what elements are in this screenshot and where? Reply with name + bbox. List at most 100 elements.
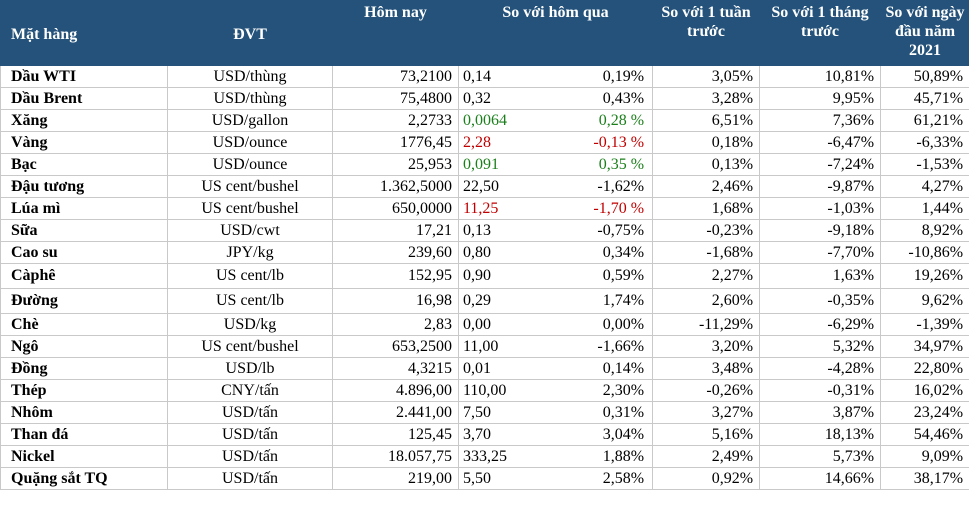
cell-change-pct: 0,35 % [551,153,654,176]
header-item: Mặt hàng [0,0,168,66]
cell-ytd: 61,21% [880,109,969,132]
cell-change: 11,00 [458,335,552,358]
cell-change: 22,50 [458,175,552,198]
cell-item: Than đá [0,423,168,446]
cell-month: 5,32% [759,335,882,358]
cell-item: Sữa [0,219,168,242]
cell-ytd: -6,33% [880,131,969,154]
cell-item: Cao su [0,241,168,264]
cell-ytd: 54,46% [880,423,969,446]
cell-week: 6,51% [652,109,761,132]
cell-unit: US cent/lb [167,288,333,314]
cell-item: Càphê [0,263,168,289]
cell-ytd: 45,71% [880,87,969,110]
cell-change-pct: 1,74% [551,288,654,314]
cell-unit: USD/ounce [167,131,333,154]
cell-change-pct: 0,43% [551,87,654,110]
cell-item: Vàng [0,131,168,154]
cell-change: 0,00 [458,313,552,336]
cell-month: -6,29% [759,313,882,336]
cell-ytd: 9,62% [880,288,969,314]
cell-change: 11,25 [458,197,552,220]
cell-ytd: -10,86% [880,241,969,264]
table-row: Đường US cent/lb 16,98 0,29 1,74% 2,60% -0,35%… [0,288,969,314]
cell-change-pct: 0,31% [551,401,654,424]
cell-ytd: 50,89% [880,65,969,88]
cell-unit: USD/thùng [167,65,333,88]
cell-week: 3,05% [652,65,761,88]
cell-today: 653,2500 [332,335,459,358]
cell-today: 75,4800 [332,87,459,110]
table-row: Nickel USD/tấn 18.057,75 333,25 1,88% 2,49% 5,… [0,445,969,468]
cell-today: 1776,45 [332,131,459,154]
table-row: Dầu WTI USD/thùng 73,2100 0,14 0,19% 3,05% 10,… [0,65,969,88]
table-row: Lúa mì US cent/bushel 650,0000 11,25 -1,70 %… [0,197,969,220]
cell-unit: USD/tấn [167,423,333,446]
table-row: Vàng USD/ounce 1776,45 2,28 -0,13 % 0,18% -6,4… [0,131,969,154]
table-row: Đậu tương US cent/bushel 1.362,5000 22,50 -1… [0,175,969,198]
cell-item: Bạc [0,153,168,176]
cell-ytd: 4,27% [880,175,969,198]
cell-week: -0,26% [652,379,761,402]
cell-item: Chè [0,313,168,336]
table-row: Đồng USD/lb 4,3215 0,01 0,14% 3,48% -4,28% 22,8… [0,357,969,380]
cell-change-pct: 0,00% [551,313,654,336]
cell-unit: USD/kg [167,313,333,336]
cell-today: 17,21 [332,219,459,242]
cell-month: -7,70% [759,241,882,264]
header-vs-year-start: So với ngày đầu năm 2021 [880,0,969,66]
table-row: Quặng sắt TQ USD/tấn 219,00 5,50 2,58% 0,92% 1… [0,467,969,490]
cell-change: 0,80 [458,241,552,264]
table-row: Sữa USD/cwt 17,21 0,13 -0,75% -0,23% -9,18% 8,9… [0,219,969,242]
table-row: Bạc USD/ounce 25,953 0,091 0,35 % 0,13% -7,24%… [0,153,969,176]
cell-unit: USD/tấn [167,467,333,490]
cell-month: 14,66% [759,467,882,490]
cell-month: 3,87% [759,401,882,424]
cell-week: 0,18% [652,131,761,154]
cell-ytd: -1,39% [880,313,969,336]
cell-ytd: 22,80% [880,357,969,380]
cell-today: 4.896,00 [332,379,459,402]
cell-today: 73,2100 [332,65,459,88]
cell-item: Lúa mì [0,197,168,220]
cell-item: Dầu Brent [0,87,168,110]
cell-ytd: 16,02% [880,379,969,402]
cell-month: -0,31% [759,379,882,402]
cell-change: 0,13 [458,219,552,242]
cell-ytd: 9,09% [880,445,969,468]
cell-change-pct: 0,59% [551,263,654,289]
cell-change: 0,091 [458,153,552,176]
cell-change: 0,01 [458,357,552,380]
cell-today: 239,60 [332,241,459,264]
cell-month: 18,13% [759,423,882,446]
cell-change-pct: 0,14% [551,357,654,380]
cell-change-pct: 1,88% [551,445,654,468]
cell-change-pct: -0,13 % [551,131,654,154]
table-row: Cao su JPY/kg 239,60 0,80 0,34% -1,68% -7,70% -… [0,241,969,264]
cell-item: Nhôm [0,401,168,424]
cell-month: -9,18% [759,219,882,242]
cell-ytd: 34,97% [880,335,969,358]
table-body: Dầu WTI USD/thùng 73,2100 0,14 0,19% 3,05% 10,… [0,65,969,490]
table-row: Ngô US cent/bushel 653,2500 11,00 -1,66% 3,20… [0,335,969,358]
cell-item: Đồng [0,357,168,380]
table-row: Than đá USD/tấn 125,45 3,70 3,04% 5,16% 18,13%… [0,423,969,446]
cell-item: Ngô [0,335,168,358]
cell-change: 0,14 [458,65,552,88]
cell-change: 5,50 [458,467,552,490]
table-row: Chè USD/kg 2,83 0,00 0,00% -11,29% -6,29% -1,39… [0,313,969,336]
header-vs-yesterday: So với hôm qua [457,0,654,66]
cell-week: 3,48% [652,357,761,380]
cell-month: 1,63% [759,263,882,289]
cell-ytd: 19,26% [880,263,969,289]
cell-today: 2,2733 [332,109,459,132]
cell-today: 25,953 [332,153,459,176]
cell-week: 2,60% [652,288,761,314]
cell-month: 10,81% [759,65,882,88]
cell-ytd: 23,24% [880,401,969,424]
cell-item: Nickel [0,445,168,468]
header-unit: ĐVT [167,0,333,66]
cell-today: 650,0000 [332,197,459,220]
cell-unit: USD/tấn [167,445,333,468]
cell-item: Đậu tương [0,175,168,198]
